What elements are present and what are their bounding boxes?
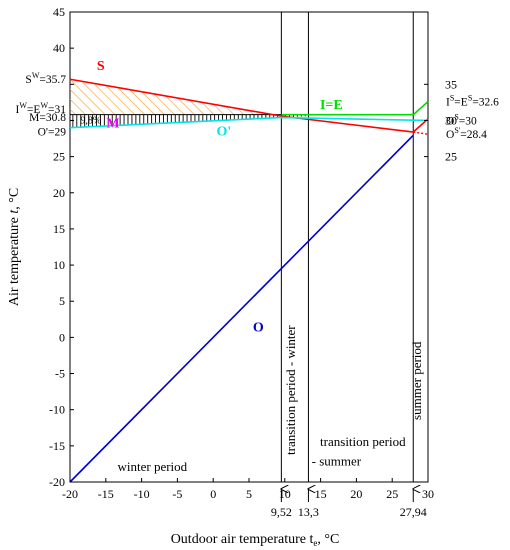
x-tick-label: 30 [422, 487, 434, 501]
y-tick-label: 20 [53, 186, 65, 200]
x-tick-label: -10 [134, 487, 150, 501]
series-annotation: I=E [320, 98, 343, 113]
label-layer: SW=35.7 IW=EW=31M=30.8 O'=29 IS=ES=32.6 OS=3… [16, 59, 500, 474]
series-annotation: 9,8% [80, 115, 101, 126]
left-value-label: M=30.8 [29, 112, 66, 124]
x-tick-label: 25 [386, 487, 398, 501]
y-tick-label: 5 [59, 294, 65, 308]
series-annotation: M [106, 117, 119, 132]
x-axis-title: Outdoor air temperature te, °C [171, 532, 340, 548]
period-label: transition period [320, 434, 406, 449]
vertical-lines [280, 12, 414, 482]
arrow-label: 9,52 [271, 505, 292, 519]
x-tick-label: 10 [279, 487, 291, 501]
y-tick-label: -20 [49, 475, 65, 489]
right-value-label: OS'=28.4 [446, 126, 487, 141]
x-tick-label: -5 [172, 487, 182, 501]
series-line-o [69, 134, 414, 483]
left-value-label: IW=EW=31 [16, 101, 67, 116]
right-tick-label: 25 [445, 150, 457, 164]
series-annotation: O [253, 321, 264, 336]
y-tick-label: 15 [53, 222, 65, 236]
right-value-label: IS=ES=32.6 [446, 94, 499, 109]
right-value-label: OS=30 [446, 112, 477, 127]
series-layer [69, 78, 429, 483]
y-axis-title: Air temperature t, °C [7, 188, 22, 306]
series-annotation: S [97, 59, 105, 74]
y-tick-label: -10 [49, 403, 65, 417]
arrow-label: 27,94 [400, 505, 427, 519]
series-line-s-dotted [413, 131, 429, 135]
y-tick-label: 40 [53, 41, 65, 55]
y-tick-label: -15 [49, 439, 65, 453]
right-tick-label: 35 [445, 77, 457, 91]
y-tick-label: -5 [55, 367, 65, 381]
arrow-layer: 9,52 13,3 27,94 [271, 489, 427, 519]
period-label: - summer [312, 453, 362, 468]
y-tick-label: 0 [59, 330, 65, 344]
series-line-s [69, 78, 429, 133]
right-tick-label: 30 [445, 113, 457, 127]
x-tick-label: 5 [246, 487, 252, 501]
y-tick-label: 25 [53, 150, 65, 164]
period-label: winter period [118, 459, 188, 474]
left-value-label: O'=29 [38, 126, 67, 138]
x-tick-label: -15 [98, 487, 114, 501]
x-tick-label: -20 [62, 487, 78, 501]
x-tick-label: 15 [315, 487, 327, 501]
series-line-o [69, 116, 429, 129]
x-tick-label: 0 [210, 487, 216, 501]
series-annotation: O' [217, 125, 232, 140]
y-tick-label: 10 [53, 258, 65, 272]
period-label: summer period [409, 341, 424, 420]
plot-area [69, 11, 429, 483]
y-tick-label: 45 [53, 5, 65, 19]
period-label: transition period - winter [283, 325, 298, 455]
series-line-ie [281, 101, 429, 116]
left-value-label: SW=35.7 [25, 71, 66, 86]
arrow-label: 13,3 [298, 505, 319, 519]
x-tick-label: 20 [350, 487, 362, 501]
